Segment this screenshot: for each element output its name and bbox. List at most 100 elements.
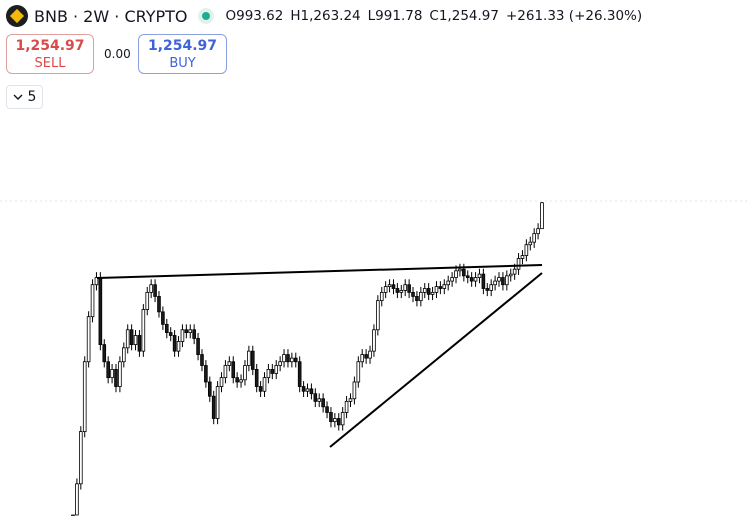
candle-up	[223, 365, 228, 379]
candle-up	[90, 284, 95, 318]
candle-down	[258, 386, 263, 392]
candle-down	[207, 381, 212, 397]
symbol-header: BNB · 2W · CRYPTO O993.62 H1,263.24 L991.7…	[6, 4, 649, 28]
market-status-icon[interactable]	[197, 8, 214, 24]
candle-up	[473, 277, 478, 282]
candle-down	[336, 418, 341, 426]
indicators-toggle-button[interactable]: 5	[6, 85, 43, 109]
candle-down	[364, 354, 368, 359]
candle-up	[430, 291, 435, 295]
candle-up	[82, 361, 87, 432]
candle-down	[161, 311, 165, 325]
candle-up	[122, 347, 126, 363]
candle-up	[532, 233, 536, 243]
candle-down	[329, 412, 333, 423]
sell-label: SELL	[34, 56, 66, 71]
candle-down	[313, 393, 318, 402]
candle-up	[340, 412, 345, 426]
sell-button[interactable]: 1,254.97 SELL	[6, 34, 94, 74]
candle-up	[454, 270, 458, 278]
candle-up	[141, 309, 146, 352]
candle-down	[481, 273, 486, 289]
candle-down	[485, 288, 490, 291]
candle-down	[325, 406, 329, 413]
candle-up	[149, 284, 153, 293]
symbol-title[interactable]: BNB · 2W · CRYPTO	[34, 6, 188, 26]
candle-up	[399, 290, 404, 293]
candle-down	[114, 369, 118, 387]
bnb-logo-icon	[6, 5, 28, 27]
candle-up	[497, 277, 501, 282]
ascending-support-trendline[interactable]	[329, 272, 543, 448]
candle-up	[520, 255, 525, 259]
candle-up	[536, 228, 540, 235]
candle-up	[450, 277, 454, 282]
candle-up	[266, 369, 271, 379]
chevron-down-icon	[13, 94, 23, 100]
candle-up	[262, 377, 267, 392]
candle-up	[133, 335, 138, 346]
candle-up	[333, 418, 337, 423]
candle-up	[489, 284, 493, 291]
candle-down	[157, 296, 161, 313]
candle-up	[376, 300, 380, 331]
candle-up	[493, 280, 497, 286]
candle-up	[227, 361, 232, 366]
candle-up	[110, 369, 114, 379]
candle-down	[415, 296, 419, 302]
candle-up	[94, 277, 99, 286]
candle-down	[102, 344, 107, 363]
candle-up	[446, 280, 450, 286]
candle-up	[86, 316, 91, 363]
candle-down	[465, 275, 470, 278]
candle-up	[282, 354, 286, 363]
candle-up	[434, 286, 439, 293]
candle-up	[75, 483, 79, 516]
candle-up	[540, 202, 544, 230]
candle-up	[383, 286, 388, 293]
candle-down	[168, 332, 173, 336]
candle-up	[344, 400, 349, 413]
candle-down	[211, 395, 216, 419]
candle-up	[188, 329, 193, 333]
candle-down	[164, 323, 169, 333]
candle-up	[356, 361, 361, 383]
candle-down	[501, 277, 505, 286]
candle-down	[106, 361, 110, 379]
candle-up	[180, 329, 185, 342]
close-value: C1,254.97	[429, 8, 499, 24]
low-value: L991.78	[367, 8, 423, 24]
indicator-count: 5	[27, 89, 37, 105]
candle-down	[321, 398, 325, 408]
candle-up	[516, 258, 521, 270]
candle-up	[247, 350, 251, 366]
candle-up	[508, 273, 513, 277]
candle-up	[368, 350, 372, 359]
candle-down	[98, 277, 103, 346]
candle-up	[372, 329, 376, 352]
candle-up	[79, 431, 83, 485]
candle-down	[426, 288, 431, 295]
candle-up	[219, 377, 224, 387]
candle-down	[196, 338, 200, 355]
candle-down	[129, 329, 134, 346]
candle-down	[204, 365, 208, 383]
candle-up	[524, 244, 529, 256]
change-value: +261.33 (+26.30%)	[505, 8, 643, 24]
candle-up	[243, 365, 247, 381]
candle-up	[145, 291, 150, 310]
candle-up	[387, 284, 392, 287]
candle-up	[239, 379, 243, 383]
buy-button[interactable]: 1,254.97 BUY	[138, 34, 227, 74]
candle-up	[278, 361, 282, 366]
candle-up	[274, 365, 279, 374]
candle-down	[395, 288, 400, 293]
candle-down	[270, 369, 275, 374]
candle-down	[231, 361, 236, 379]
candle-down	[297, 361, 302, 387]
resistance-trendline[interactable]	[96, 264, 543, 279]
candle-down	[192, 329, 196, 339]
candle-up	[379, 291, 384, 302]
candle-up	[290, 357, 294, 363]
